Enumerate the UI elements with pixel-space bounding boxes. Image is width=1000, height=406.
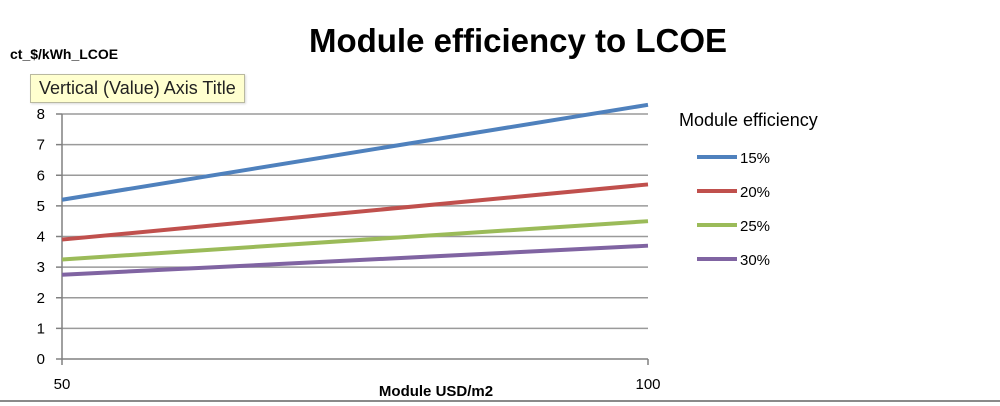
- window-edge: [0, 400, 1000, 402]
- x-tick-label-50[interactable]: 50: [54, 376, 71, 393]
- axis-title-tooltip: Vertical (Value) Axis Title: [30, 74, 245, 103]
- y-tick-label-4[interactable]: 4: [37, 229, 45, 246]
- y-tick-label-0[interactable]: 0: [37, 351, 45, 368]
- legend-title: Module efficiency: [679, 110, 818, 130]
- y-tick-label-3[interactable]: 3: [37, 259, 45, 276]
- y-tick-label-1[interactable]: 1: [37, 320, 45, 337]
- y-tick-label-8[interactable]: 8: [37, 106, 45, 123]
- legend-label-25pct[interactable]: 25%: [740, 218, 770, 235]
- series-line-20pct[interactable]: [61, 182, 649, 242]
- legend[interactable]: 15% 20% 25% 30%: [697, 150, 770, 269]
- gridlines: [61, 113, 648, 360]
- y-tick-label-7[interactable]: 7: [37, 137, 45, 154]
- series-line-25pct[interactable]: [61, 219, 649, 262]
- y-tick-label-5[interactable]: 5: [37, 198, 45, 215]
- chart-title[interactable]: Module efficiency to LCOE: [309, 22, 727, 59]
- y-tick-label-2[interactable]: 2: [37, 290, 45, 307]
- x-axis-ticks: 50 100: [54, 359, 661, 393]
- y-axis-title[interactable]: ct_$/kWh_LCOE: [10, 46, 118, 62]
- x-tick-label-100[interactable]: 100: [635, 376, 660, 393]
- y-axis-ticks: 0 1 2 3 4 5 6 7 8: [37, 106, 62, 368]
- legend-label-30pct[interactable]: 30%: [740, 252, 770, 269]
- legend-label-20pct[interactable]: 20%: [740, 184, 770, 201]
- series-line-30pct[interactable]: [61, 243, 649, 277]
- legend-label-15pct[interactable]: 15%: [740, 150, 770, 167]
- x-axis-title[interactable]: Module USD/m2: [379, 383, 493, 400]
- plot-series: [61, 102, 649, 277]
- y-tick-label-6[interactable]: 6: [37, 167, 45, 184]
- series-line-15pct[interactable]: [61, 102, 649, 202]
